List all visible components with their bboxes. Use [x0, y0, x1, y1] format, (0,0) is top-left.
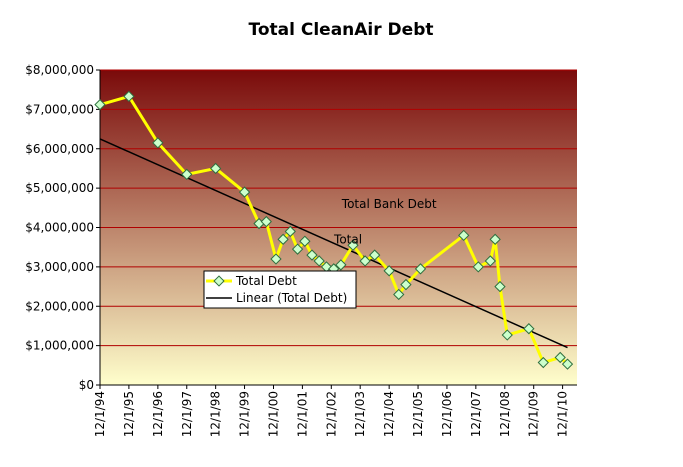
annotation-label: Total Bank Debt [341, 197, 437, 211]
y-tick-label: $8,000,000 [25, 63, 94, 77]
y-tick-label: $6,000,000 [25, 142, 94, 156]
data-point [123, 90, 135, 103]
y-tick-label: $4,000,000 [25, 221, 94, 235]
data-point [484, 255, 496, 267]
x-axis: 12/1/94 12/1/95 12/1/96 12/1/97 12/1/98 12/1/… [93, 384, 577, 437]
x-tick-label: 12/1/00 [267, 391, 281, 437]
data-point [489, 233, 501, 245]
trendline-group [99, 138, 568, 349]
data-point [414, 263, 427, 275]
data-point [383, 265, 395, 277]
legend-marker-total-debt [213, 275, 225, 287]
data-point [152, 137, 164, 149]
x-tick-label: 12/1/98 [209, 391, 223, 437]
data-point [359, 255, 371, 267]
x-tick-label: 12/1/96 [151, 391, 165, 437]
x-tick-label: 12/1/95 [122, 391, 136, 437]
x-tick-label: 12/1/99 [238, 391, 252, 437]
data-point [347, 239, 359, 251]
data-point [238, 186, 251, 198]
data-point [313, 255, 325, 267]
x-tick-label: 12/1/05 [411, 391, 425, 437]
data-point [554, 351, 566, 364]
data-point [501, 329, 513, 341]
annotations: Total Bank Debt Total [333, 197, 437, 246]
legend: Total Debt Linear (Total Debt) [203, 270, 357, 309]
data-point [94, 98, 106, 111]
data-point [284, 225, 296, 238]
data-point [260, 215, 272, 228]
data-point [400, 278, 412, 291]
x-tick-label: 12/1/03 [353, 391, 367, 437]
y-tick-label: $5,000,000 [25, 181, 94, 195]
data-point [291, 243, 304, 255]
y-tick-label: $0 [79, 378, 94, 392]
legend-label-linear: Linear (Total Debt) [236, 291, 347, 305]
data-point [209, 162, 222, 175]
trendline [99, 138, 568, 349]
x-tick-label: 12/1/02 [324, 391, 338, 437]
annotation-label: Total [333, 232, 362, 246]
x-tick-label: 12/1/01 [295, 391, 309, 437]
data-point [306, 249, 318, 261]
x-tick-label: 12/1/10 [556, 391, 570, 437]
chart-title: Total CleanAir Debt [249, 20, 434, 40]
data-point [335, 259, 347, 271]
y-axis: $0 $1,000,000 $2,000,000 $3,000,000 $4,000,0… [25, 63, 101, 392]
data-point [472, 261, 484, 273]
data-point [277, 233, 289, 245]
y-tick-label: $7,000,000 [25, 102, 94, 116]
data-point [393, 288, 405, 301]
x-tick-label: 12/1/94 [93, 391, 107, 437]
x-tick-label: 12/1/97 [180, 391, 194, 437]
data-point [561, 358, 574, 370]
data-point [369, 249, 381, 261]
data-point [458, 229, 470, 242]
data-point [270, 253, 282, 265]
x-tick-label: 12/1/06 [440, 391, 454, 437]
data-point [181, 168, 193, 181]
x-tick-label: 12/1/07 [469, 391, 483, 437]
x-tick-label: 12/1/08 [498, 391, 512, 437]
series-group [94, 90, 574, 370]
x-tick-label: 12/1/09 [527, 391, 541, 437]
legend-box [203, 270, 357, 309]
x-tick-label: 12/1/04 [382, 391, 396, 437]
y-tick-label: $3,000,000 [25, 260, 94, 274]
y-tick-label: $2,000,000 [25, 299, 94, 313]
data-point [523, 323, 535, 335]
legend-label-total-debt: Total Debt [235, 274, 297, 288]
data-point [537, 356, 549, 369]
data-point [299, 235, 311, 247]
data-point [494, 280, 506, 293]
y-tick-label: $1,000,000 [25, 339, 94, 353]
